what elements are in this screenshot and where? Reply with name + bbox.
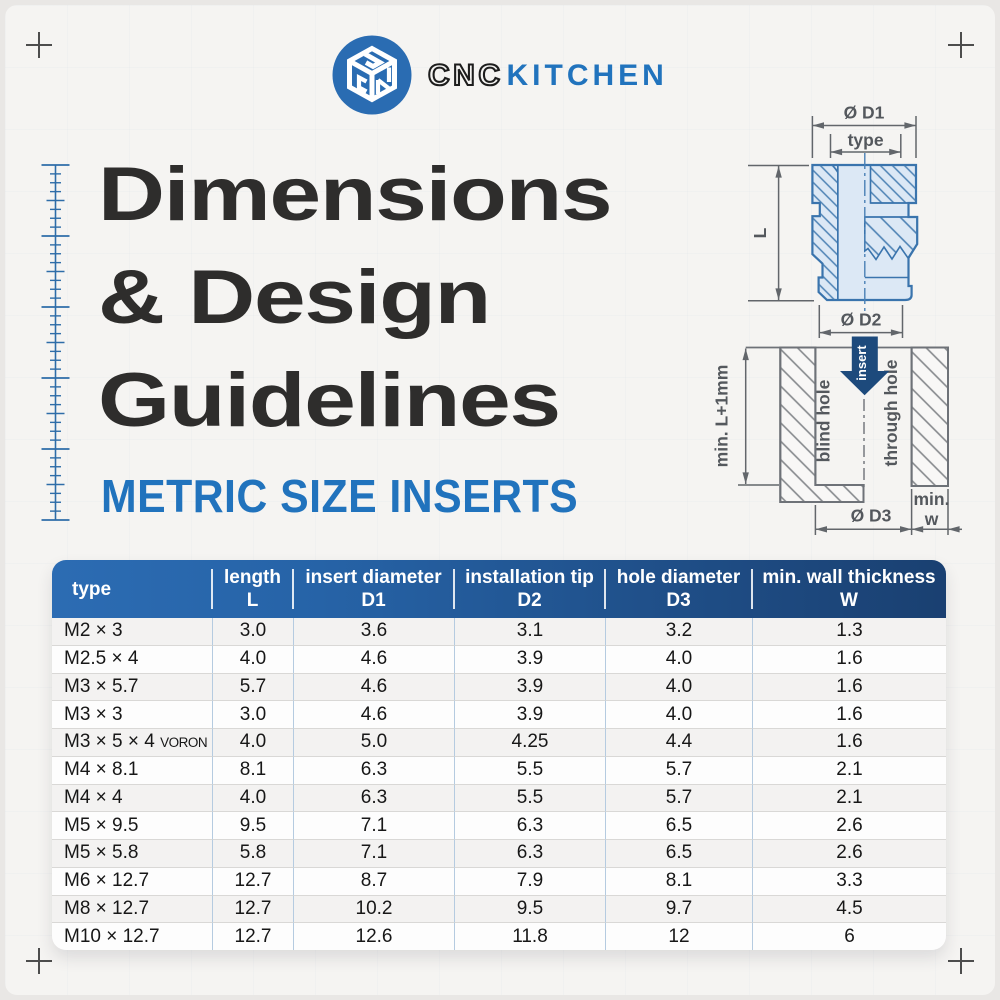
svg-text:blind hole: blind hole [814,379,834,462]
svg-text:min.: min. [914,489,950,509]
svg-text:min. L+1mm: min. L+1mm [712,365,732,468]
svg-text:L: L [750,227,770,238]
svg-text:Ø D3: Ø D3 [851,506,892,526]
svg-text:Ø D1: Ø D1 [844,103,885,123]
svg-text:w: w [924,509,939,529]
svg-text:Ø D2: Ø D2 [841,310,882,330]
svg-text:type: type [848,130,884,150]
svg-text:insert: insert [854,345,869,381]
svg-text:through hole: through hole [881,359,901,466]
